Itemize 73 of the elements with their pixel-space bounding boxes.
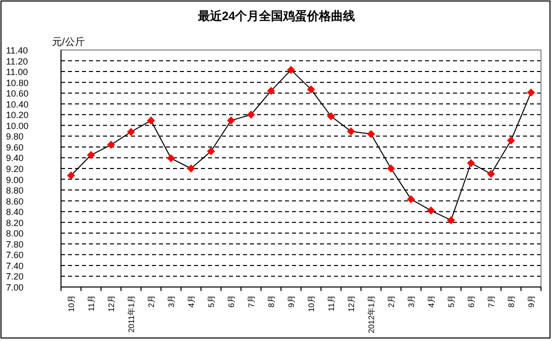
point (507, 136, 515, 144)
y-tick-label: 11.00 (6, 67, 28, 78)
y-tick-label: 7.40 (6, 260, 24, 271)
point (147, 116, 155, 125)
point (167, 154, 175, 162)
x-tick-label: 2011年1月 (127, 295, 136, 333)
point (87, 151, 95, 160)
point (387, 164, 395, 172)
point (267, 86, 275, 95)
y-tick-label: 9.80 (6, 132, 24, 142)
point (427, 206, 435, 215)
y-tick-label: 9.60 (6, 142, 24, 152)
x-tick-label: 10月 (307, 295, 316, 312)
x-tick-label: 3月 (167, 295, 176, 308)
x-tick-label: 2月 (147, 295, 156, 308)
x-tick-label: 6月 (227, 295, 236, 308)
point (207, 147, 215, 156)
chart-title: 最近24个月全国鸡蛋价格曲线 (196, 9, 356, 23)
y-tick-label: 10.00 (6, 120, 29, 131)
y-tick-label: 11.20 (6, 56, 28, 66)
x-tick-label: 8月 (267, 295, 276, 308)
y-tick-label: 8.40 (6, 207, 24, 218)
point (107, 140, 115, 149)
point (407, 195, 415, 204)
y-tick-label: 10.40 (6, 99, 29, 110)
y-tick-label: 7.80 (6, 239, 24, 250)
y-tick-label: 8.00 (6, 228, 24, 239)
x-tick-label: 11月 (87, 295, 96, 312)
x-tick-label: 10月 (67, 295, 76, 312)
point (307, 85, 315, 94)
y-tick-label: 11.40 (6, 46, 28, 56)
point (227, 116, 235, 125)
y-tick-label: 10.20 (6, 110, 29, 120)
x-tick-label: 2012年1月 (367, 295, 376, 334)
x-tick-label: 4月 (187, 295, 196, 308)
point (467, 159, 475, 168)
x-tick-label: 9月 (287, 295, 296, 308)
y-tick-label: 7.60 (6, 250, 24, 260)
point (247, 110, 255, 119)
x-tick-label: 3月 (407, 295, 416, 308)
point (127, 128, 135, 136)
x-tick-label: 7月 (247, 295, 256, 308)
point (367, 130, 375, 138)
y-tick-label: 8.20 (6, 218, 24, 228)
y-tick-label: 7.20 (6, 272, 24, 282)
x-tick-label: 6月 (467, 295, 476, 308)
y-tick-label: 10.80 (6, 78, 29, 88)
x-tick-label: 9月 (527, 295, 536, 308)
point (327, 112, 335, 120)
point (187, 164, 195, 172)
x-tick-label: 12月 (347, 295, 356, 312)
x-tick-label: 4月 (427, 295, 436, 308)
y-tick-label: 9.20 (6, 164, 24, 174)
y-axis-title: 元/公斤 (52, 36, 85, 48)
point (287, 66, 295, 74)
y-tick-label: 9.40 (6, 153, 24, 164)
x-tick-label: 2月 (387, 295, 396, 308)
point (487, 170, 495, 178)
x-tick-label: 11月 (327, 295, 336, 312)
x-tick-label: 5月 (207, 295, 216, 308)
x-tick-label: 7月 (487, 295, 496, 308)
y-tick-label: 9.00 (6, 174, 24, 185)
x-tick-label: 8月 (507, 295, 516, 308)
x-tick-label: 12月 (107, 295, 116, 312)
point (347, 127, 355, 136)
y-tick-label: 7.00 (6, 282, 24, 292)
point (527, 88, 535, 97)
y-tick-label: 10.60 (6, 88, 29, 99)
x-tick-label: 5月 (447, 295, 456, 308)
point (447, 216, 455, 224)
y-tick-label: 8.60 (6, 196, 24, 206)
point (67, 172, 75, 180)
y-tick-label: 8.80 (6, 186, 24, 196)
